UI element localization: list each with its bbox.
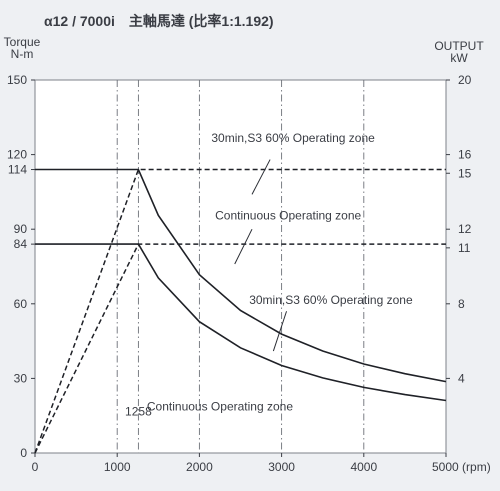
annotation-continuous-upper-pointer — [234, 228, 253, 265]
annotation-s3-upper-pointer — [251, 159, 271, 195]
base-speed-label: 1258 — [125, 405, 152, 419]
y-right-label-output: OUTPUT — [434, 39, 484, 53]
series-torque-continuous — [35, 243, 447, 402]
annotation-continuous-upper: Continuous Operating zone — [215, 208, 361, 222]
y-right-tick-label-6: 20 — [458, 73, 472, 87]
y-left-label-unit: N-m — [11, 47, 34, 61]
series-output-continuous — [34, 243, 446, 454]
y-left-tick-label-3: 84 — [14, 237, 28, 251]
y-right-tick-label-2: 11 — [458, 241, 471, 255]
series-torque-s3 — [35, 168, 447, 383]
y-right-tick-label-4: 15 — [458, 166, 472, 180]
plot-background — [34, 79, 447, 454]
y-left-tick-label-1: 30 — [14, 371, 28, 385]
y-right-tick-label-0: 4 — [458, 371, 465, 385]
x-tick-label-2: 2000 — [186, 460, 213, 474]
y-left-tick-label-7: 150 — [7, 73, 27, 87]
x-tick-label-4: 4000 — [350, 460, 377, 474]
y-left-tick-label-4: 90 — [14, 222, 28, 236]
chart-title: α12 / 7000i 主軸馬達 (比率1:1.192) — [44, 13, 274, 29]
annotation-s3-lower: 30min,S3 60% Operating zone — [249, 293, 413, 307]
y-left-tick-label-6: 120 — [7, 148, 27, 162]
y-right-tick-label-5: 16 — [458, 148, 472, 162]
x-tick-label-3: 3000 — [268, 460, 295, 474]
annotation-s3-lower-pointer — [272, 311, 288, 352]
series-output-s3 — [34, 168, 446, 454]
x-tick-label-1: 1000 — [104, 460, 131, 474]
y-left-label-torque: Torque — [4, 35, 41, 49]
y-left-tick-label-0: 0 — [20, 446, 27, 460]
annotation-s3-upper: 30min,S3 60% Operating zone — [211, 131, 375, 145]
x-tick-label-5: 5000 (rpm) — [432, 460, 491, 474]
x-tick-label-0: 0 — [32, 460, 39, 474]
y-left-tick-label-5: 114 — [8, 163, 27, 177]
y-right-tick-label-1: 8 — [458, 297, 465, 311]
y-right-tick-label-3: 12 — [458, 222, 472, 236]
annotation-continuous-lower: Continuous Operating zone — [147, 400, 293, 414]
y-right-label-unit: kW — [450, 51, 468, 65]
y-left-tick-label-2: 60 — [14, 297, 28, 311]
